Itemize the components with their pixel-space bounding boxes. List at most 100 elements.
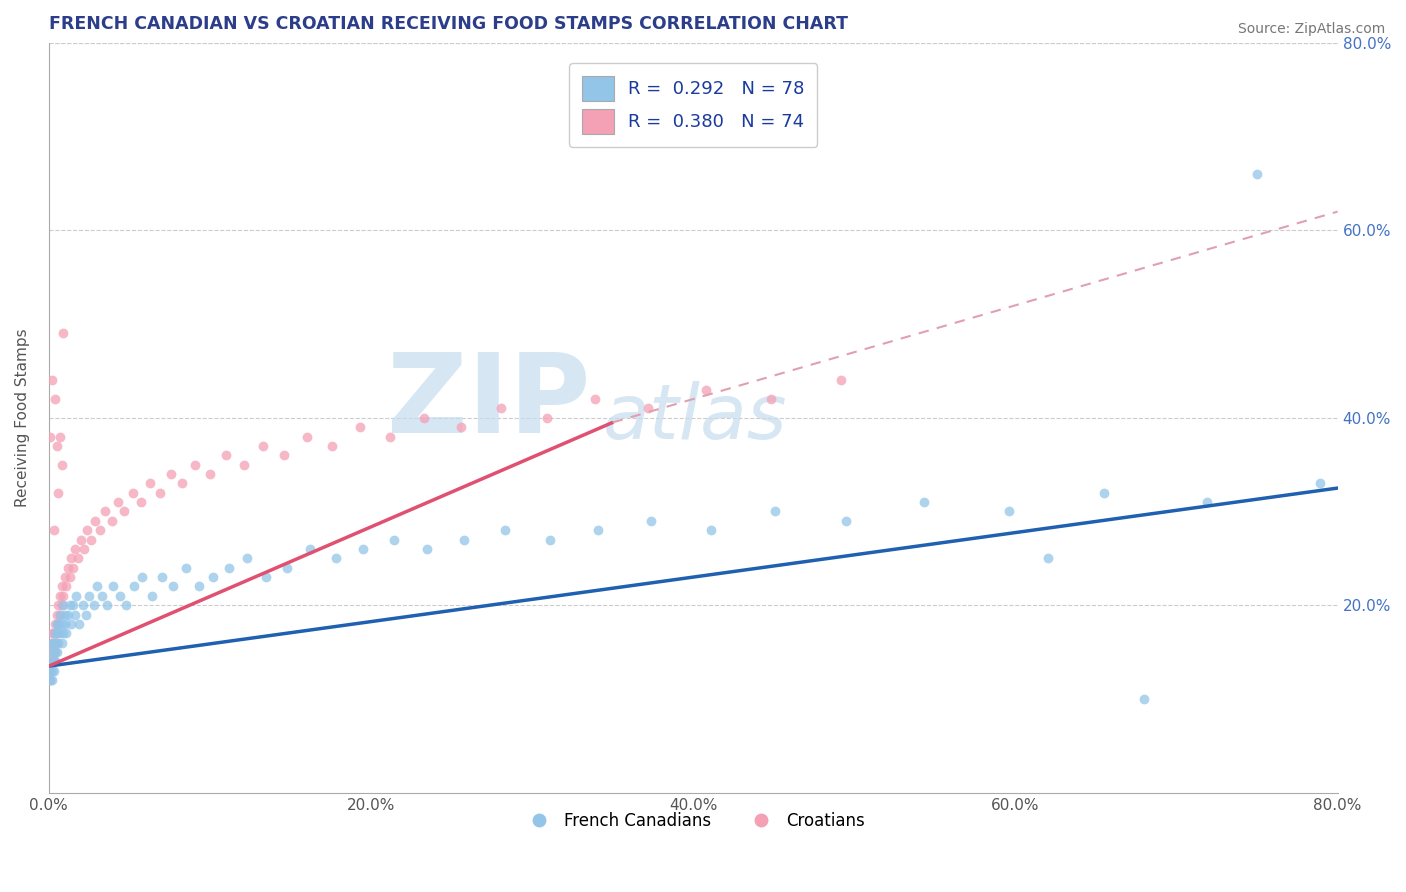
Point <box>53 607 76 622</box>
Point <box>45 626 67 640</box>
Point <box>60 617 83 632</box>
Point <box>583 392 606 406</box>
Point <box>45 607 67 622</box>
Point <box>52 326 75 341</box>
Point <box>198 467 221 481</box>
Point <box>51 598 73 612</box>
Point <box>44 626 66 640</box>
Point <box>42 664 65 678</box>
Point <box>70 533 93 547</box>
Point <box>1246 167 1268 181</box>
Point <box>1036 551 1059 566</box>
Point <box>62 560 84 574</box>
Point <box>218 560 240 574</box>
Point <box>63 607 86 622</box>
Point <box>640 514 662 528</box>
Point <box>45 617 67 632</box>
Point <box>349 420 371 434</box>
Point <box>41 664 63 678</box>
Point <box>94 504 117 518</box>
Point <box>51 636 73 650</box>
Point <box>60 551 83 566</box>
Point <box>39 673 62 688</box>
Point <box>700 523 723 537</box>
Point <box>122 579 145 593</box>
Point <box>63 541 86 556</box>
Point <box>202 570 225 584</box>
Point <box>48 617 70 632</box>
Point <box>44 645 66 659</box>
Point <box>51 579 73 593</box>
Point <box>39 645 62 659</box>
Point <box>48 485 70 500</box>
Point <box>139 476 162 491</box>
Point <box>48 598 70 612</box>
Point <box>89 523 111 537</box>
Point <box>44 655 66 669</box>
Point <box>48 636 70 650</box>
Point <box>39 673 62 688</box>
Point <box>1092 485 1115 500</box>
Point <box>252 439 274 453</box>
Point <box>295 429 318 443</box>
Point <box>450 420 472 434</box>
Point <box>49 626 72 640</box>
Point <box>45 626 67 640</box>
Point <box>67 617 90 632</box>
Point <box>103 579 125 593</box>
Point <box>44 636 66 650</box>
Point <box>114 504 136 518</box>
Point <box>44 636 66 650</box>
Point <box>52 626 75 640</box>
Point <box>160 467 183 481</box>
Point <box>51 617 73 632</box>
Point <box>49 607 72 622</box>
Point <box>538 533 561 547</box>
Legend: French Canadians, Croatians: French Canadians, Croatians <box>515 805 872 837</box>
Point <box>41 636 63 650</box>
Point <box>494 523 516 537</box>
Point <box>695 383 717 397</box>
Point <box>79 533 101 547</box>
Point <box>62 598 84 612</box>
Point <box>759 392 782 406</box>
Point <box>162 579 184 593</box>
Point <box>325 551 347 566</box>
Text: atlas: atlas <box>603 381 787 455</box>
Point <box>73 541 96 556</box>
Point <box>42 655 65 669</box>
Point <box>637 401 659 416</box>
Point <box>59 598 82 612</box>
Point <box>53 617 76 632</box>
Point <box>41 645 63 659</box>
Point <box>48 617 70 632</box>
Point <box>84 514 107 528</box>
Point <box>55 579 77 593</box>
Text: ZIP: ZIP <box>387 350 591 457</box>
Point <box>232 458 254 472</box>
Point <box>96 598 118 612</box>
Point <box>44 392 66 406</box>
Point <box>39 664 62 678</box>
Point <box>53 570 76 584</box>
Point <box>49 429 72 443</box>
Point <box>187 579 209 593</box>
Point <box>536 410 558 425</box>
Point <box>41 373 63 387</box>
Point <box>413 410 436 425</box>
Point <box>45 439 67 453</box>
Point <box>416 541 439 556</box>
Point <box>52 598 75 612</box>
Point <box>42 523 65 537</box>
Point <box>39 655 62 669</box>
Point <box>912 495 935 509</box>
Point <box>41 636 63 650</box>
Point <box>236 551 259 566</box>
Y-axis label: Receiving Food Stamps: Receiving Food Stamps <box>15 328 30 507</box>
Point <box>1133 692 1156 706</box>
Point <box>41 626 63 640</box>
Point <box>83 598 105 612</box>
Point <box>121 485 143 500</box>
Point <box>49 607 72 622</box>
Point <box>1197 495 1219 509</box>
